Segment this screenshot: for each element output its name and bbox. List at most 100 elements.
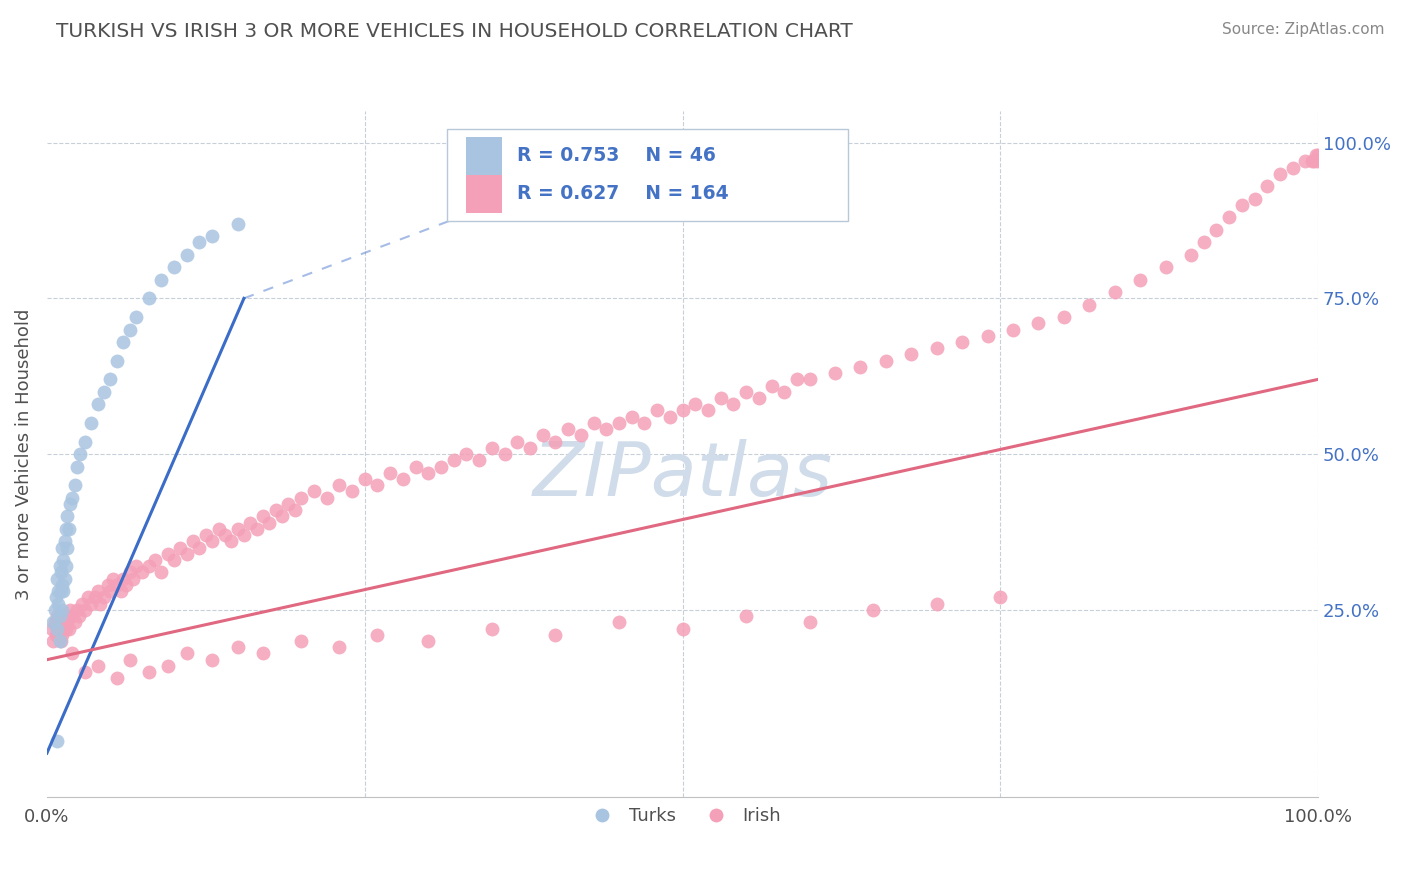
Point bbox=[849, 359, 872, 374]
Point bbox=[48, 609, 70, 624]
Point bbox=[340, 484, 363, 499]
Point bbox=[60, 647, 83, 661]
Point bbox=[55, 559, 77, 574]
Point bbox=[49, 634, 72, 648]
Point bbox=[506, 434, 529, 449]
Point bbox=[214, 528, 236, 542]
Point bbox=[658, 409, 681, 424]
Point bbox=[169, 541, 191, 555]
Point bbox=[138, 665, 160, 680]
Point bbox=[56, 615, 79, 630]
Point bbox=[544, 434, 567, 449]
Point bbox=[430, 459, 453, 474]
Point bbox=[42, 634, 65, 648]
Point bbox=[58, 522, 80, 536]
Point bbox=[51, 603, 73, 617]
Point bbox=[59, 497, 82, 511]
Text: R = 0.753    N = 46: R = 0.753 N = 46 bbox=[517, 146, 716, 166]
Point bbox=[201, 653, 224, 667]
Point bbox=[315, 491, 337, 505]
Point bbox=[595, 422, 617, 436]
Point bbox=[799, 615, 821, 630]
Point bbox=[150, 273, 173, 287]
Point bbox=[697, 403, 720, 417]
Point bbox=[481, 622, 503, 636]
Point bbox=[44, 603, 66, 617]
Point bbox=[138, 559, 160, 574]
Point bbox=[73, 665, 96, 680]
Point bbox=[125, 559, 148, 574]
Point bbox=[1281, 161, 1303, 175]
Point bbox=[1230, 198, 1253, 212]
Point bbox=[226, 522, 249, 536]
Point bbox=[1268, 167, 1291, 181]
Point bbox=[353, 472, 375, 486]
Point bbox=[100, 584, 122, 599]
Point bbox=[633, 416, 655, 430]
Text: R = 0.627    N = 164: R = 0.627 N = 164 bbox=[517, 184, 728, 203]
Point bbox=[60, 491, 83, 505]
Point bbox=[748, 391, 770, 405]
Point bbox=[53, 572, 76, 586]
Point bbox=[84, 591, 107, 605]
Point bbox=[46, 597, 69, 611]
Point bbox=[156, 659, 179, 673]
Point bbox=[118, 322, 141, 336]
Point bbox=[494, 447, 516, 461]
Point bbox=[188, 235, 211, 250]
Point bbox=[156, 547, 179, 561]
Point bbox=[735, 384, 758, 399]
Point bbox=[264, 503, 287, 517]
Point bbox=[925, 341, 948, 355]
Point bbox=[55, 622, 77, 636]
Point bbox=[105, 353, 128, 368]
Point bbox=[1028, 316, 1050, 330]
Point bbox=[46, 615, 69, 630]
Point bbox=[671, 403, 693, 417]
Point bbox=[1294, 154, 1316, 169]
Point bbox=[284, 503, 307, 517]
Point bbox=[100, 372, 122, 386]
Point bbox=[620, 409, 643, 424]
Point bbox=[290, 634, 312, 648]
Point bbox=[1305, 148, 1327, 162]
Point bbox=[900, 347, 922, 361]
Point bbox=[188, 541, 211, 555]
Point bbox=[1308, 148, 1330, 162]
Point bbox=[51, 628, 73, 642]
Point bbox=[66, 603, 89, 617]
Point bbox=[41, 622, 63, 636]
Point bbox=[418, 466, 440, 480]
Point bbox=[46, 733, 69, 747]
Point bbox=[1129, 273, 1152, 287]
Point bbox=[1303, 154, 1326, 169]
Point bbox=[49, 584, 72, 599]
Point bbox=[122, 572, 145, 586]
Point bbox=[131, 566, 153, 580]
Point bbox=[723, 397, 745, 411]
Point bbox=[163, 260, 186, 275]
Point bbox=[112, 572, 135, 586]
Point bbox=[799, 372, 821, 386]
Point bbox=[1002, 322, 1025, 336]
Point bbox=[1243, 192, 1265, 206]
Point bbox=[46, 584, 69, 599]
Point bbox=[277, 497, 299, 511]
Point bbox=[531, 428, 554, 442]
Point bbox=[56, 509, 79, 524]
Point bbox=[468, 453, 491, 467]
Point bbox=[48, 634, 70, 648]
Point bbox=[59, 603, 82, 617]
Point bbox=[51, 578, 73, 592]
Point bbox=[481, 441, 503, 455]
Point bbox=[53, 615, 76, 630]
Point bbox=[290, 491, 312, 505]
Point bbox=[93, 384, 115, 399]
Point bbox=[671, 622, 693, 636]
Point bbox=[1256, 179, 1278, 194]
Point bbox=[143, 553, 166, 567]
Point bbox=[46, 572, 69, 586]
Point bbox=[52, 584, 75, 599]
Point bbox=[105, 672, 128, 686]
Point bbox=[48, 622, 70, 636]
